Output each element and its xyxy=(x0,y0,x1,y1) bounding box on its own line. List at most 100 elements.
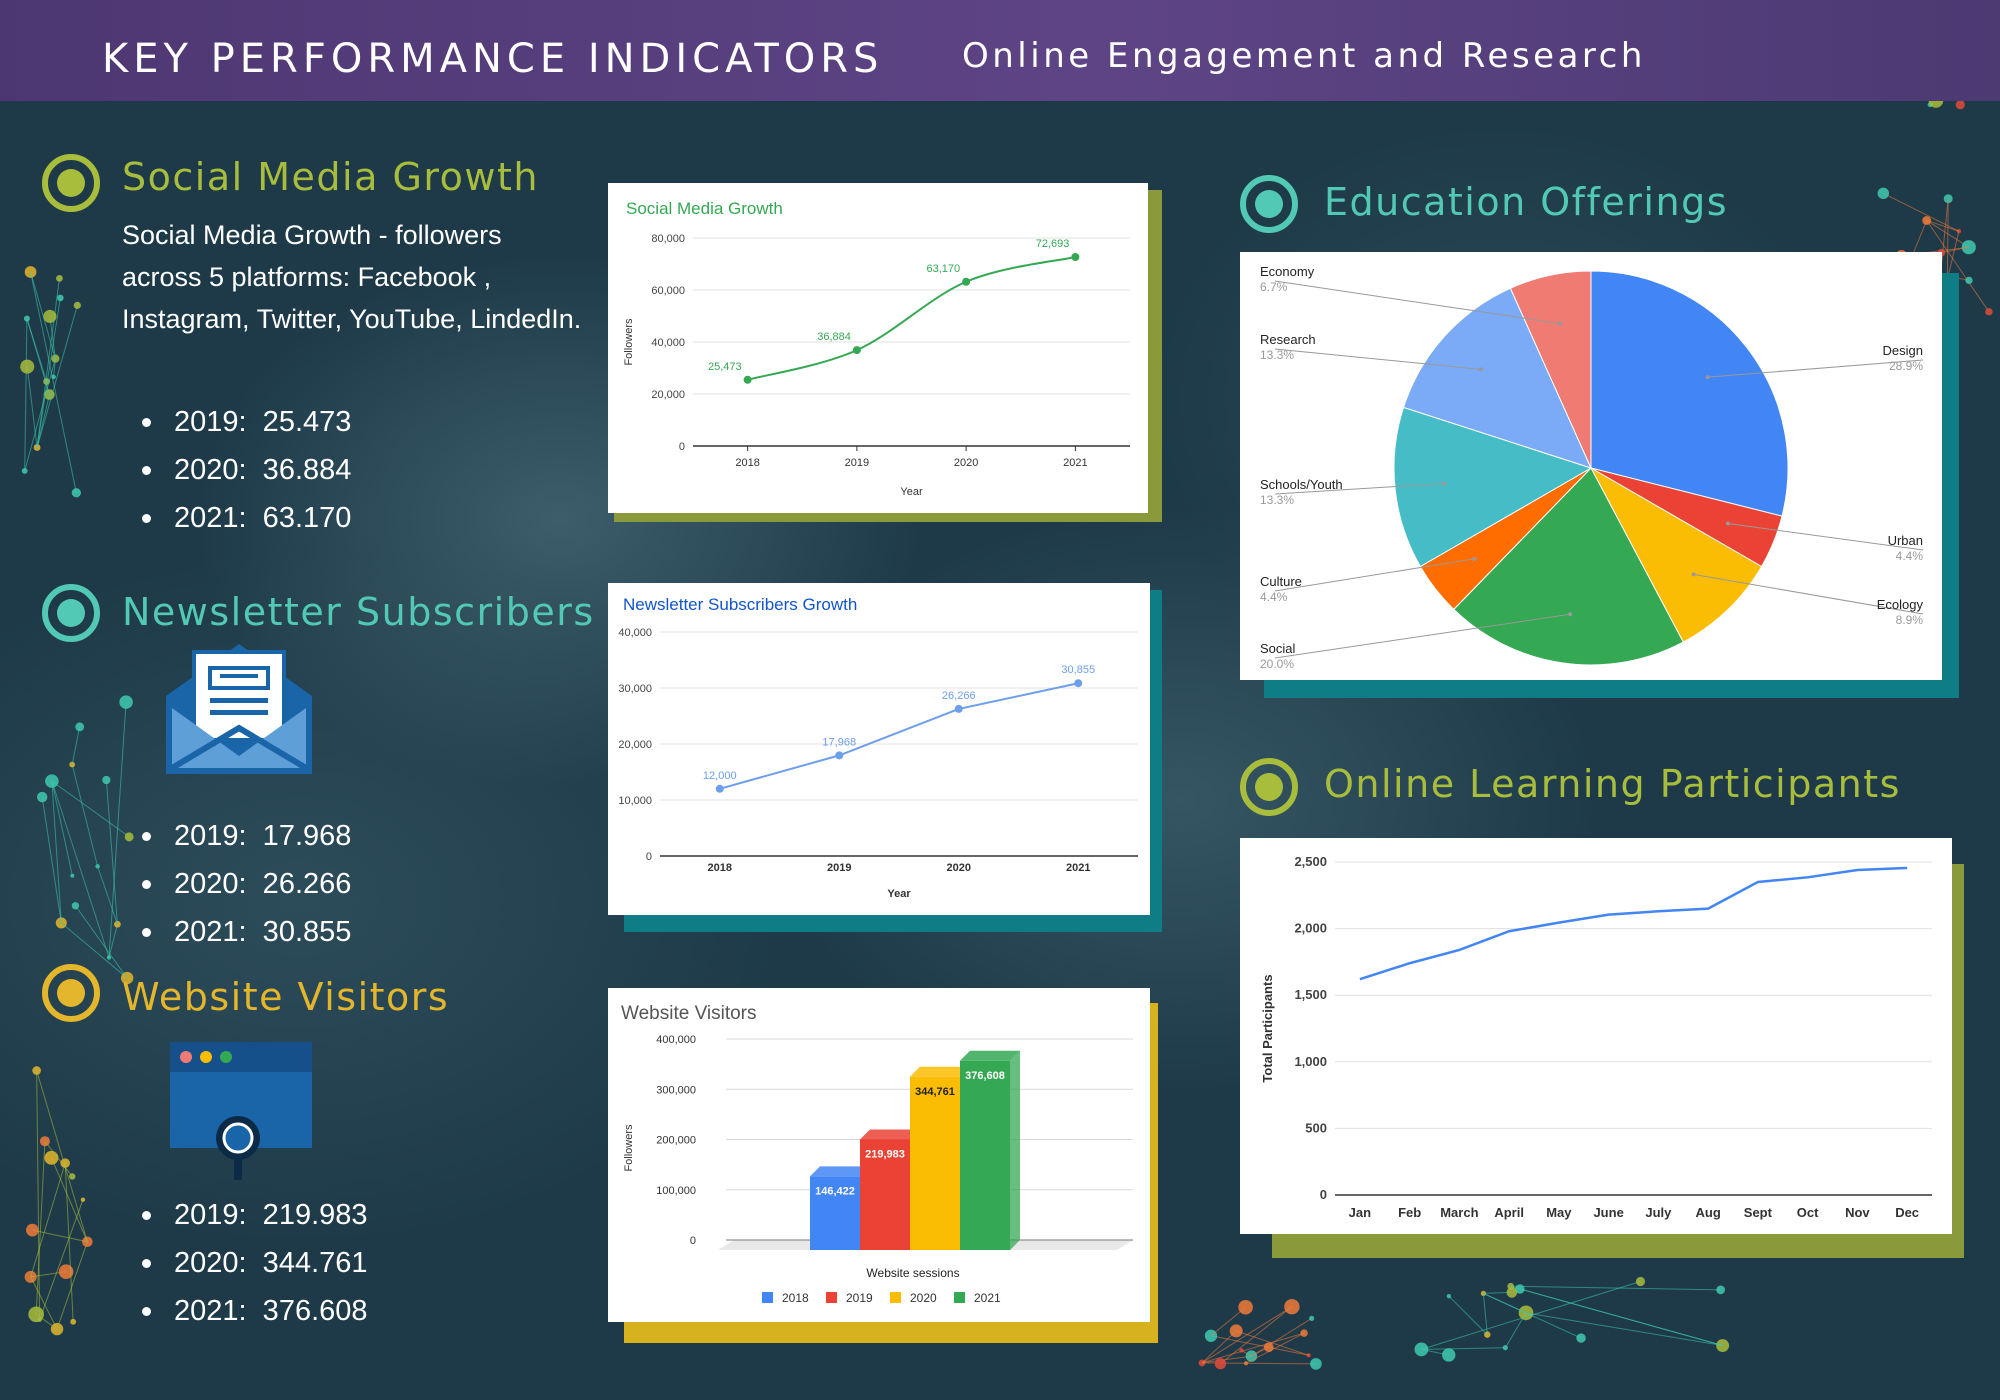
network-link xyxy=(30,271,77,493)
y-tick-label: 10,000 xyxy=(618,795,652,807)
pie-slice xyxy=(1453,467,1684,666)
network-node xyxy=(56,274,63,282)
y-axis-label: Followers xyxy=(623,318,635,366)
network-node xyxy=(1239,1348,1244,1353)
slice-pct-label: 20.0% xyxy=(1260,657,1294,671)
slice-pct-label: 4.4% xyxy=(1260,590,1288,604)
network-node xyxy=(1238,1299,1253,1315)
slice-pct-label: 6.7% xyxy=(1260,280,1288,294)
network-link xyxy=(32,1229,88,1243)
series-line xyxy=(719,682,1079,790)
network-link xyxy=(35,1141,46,1315)
online-chart-panel: 0 500 1,000 1,500 2,000 2,500 Jan Feb March April… xyxy=(1240,838,1952,1234)
network-node xyxy=(44,1150,59,1165)
x-tick-label: May xyxy=(1546,1205,1572,1220)
pie-slice xyxy=(1589,466,1763,643)
network-link xyxy=(1883,192,1960,232)
y-tick-label: 0 xyxy=(646,851,652,863)
network-link xyxy=(1519,1288,1723,1347)
slice-label: Urban xyxy=(1888,533,1923,548)
y-tick-label: 80,000 xyxy=(651,233,685,245)
education-ring-icon xyxy=(1240,175,1298,233)
network-link xyxy=(1483,1292,1582,1339)
bar-value-label: 344,761 xyxy=(915,1086,955,1098)
leader-line xyxy=(1274,613,1571,659)
legend-swatch xyxy=(762,1292,773,1303)
leader-dot xyxy=(1568,612,1573,617)
network-node xyxy=(75,722,85,732)
network-link xyxy=(36,297,61,448)
legend-label: 2019 xyxy=(846,1291,873,1305)
y-tick-label: 40,000 xyxy=(618,627,652,639)
bar-side xyxy=(1010,1050,1020,1250)
data-point xyxy=(835,751,844,760)
network-node xyxy=(1985,308,1993,316)
header-bar: KEY PERFORMANCE INDICATORS Online Engage… xyxy=(0,0,2000,101)
newsletter-chart-panel: Newsletter Subscribers Growth 0 10,000 20,0… xyxy=(608,583,1150,915)
leader-dot xyxy=(1558,321,1563,326)
x-axis-label: Year xyxy=(887,888,911,900)
website-section-title: Website Visitors xyxy=(122,975,450,1019)
x-tick-label: 2018 xyxy=(708,862,732,874)
website-chart-panel: Website Visitors 0 100,000 200,000 300,000 40… xyxy=(608,988,1150,1322)
data-point xyxy=(715,784,724,793)
data-point xyxy=(852,346,861,355)
network-node xyxy=(20,359,35,374)
legend-label: 2021 xyxy=(974,1291,1001,1305)
bar xyxy=(910,1076,960,1250)
network-node xyxy=(43,309,57,323)
newsletter-section-title: Newsletter Subscribers xyxy=(122,590,595,634)
y-tick-label: 200,000 xyxy=(656,1135,696,1147)
y-tick-label: 400,000 xyxy=(656,1034,696,1046)
network-link xyxy=(1236,1330,1309,1356)
x-tick-label: Sept xyxy=(1744,1205,1773,1220)
chart-title: Website Visitors xyxy=(621,1003,757,1024)
network-node xyxy=(119,695,133,709)
leader-line xyxy=(1727,523,1924,551)
network-node xyxy=(73,301,81,309)
data-label: 36,884 xyxy=(817,331,851,343)
leader-line xyxy=(1693,573,1924,615)
y-tick-label: 0 xyxy=(1320,1187,1327,1202)
network-node xyxy=(102,775,111,785)
network-link xyxy=(75,905,128,979)
x-axis-label: Website sessions xyxy=(866,1266,959,1280)
network-link xyxy=(1510,1285,1721,1291)
y-tick-label: 20,000 xyxy=(651,389,685,401)
network-link xyxy=(1926,219,1960,232)
x-tick-label: Feb xyxy=(1398,1205,1421,1220)
network-node xyxy=(1877,187,1890,200)
x-tick-label: 2018 xyxy=(735,457,759,469)
slice-label: Schools/Youth xyxy=(1260,477,1343,492)
slice-label: Design xyxy=(1883,343,1923,358)
network-link xyxy=(30,1276,58,1330)
network-link xyxy=(1210,1335,1309,1356)
data-label: 72,693 xyxy=(1036,238,1070,250)
network-node xyxy=(69,1173,76,1180)
bar-value-label: 146,422 xyxy=(815,1185,855,1197)
online-learning-chart: 0 500 1,000 1,500 2,000 2,500 Jan Feb March April… xyxy=(1260,854,1932,1220)
leader-dot xyxy=(1725,521,1730,526)
x-tick-label: 2020 xyxy=(954,457,978,469)
slice-pct-label: 8.9% xyxy=(1896,613,1924,627)
legend-swatch xyxy=(890,1292,901,1303)
network-node xyxy=(1955,100,1965,110)
y-tick-label: 0 xyxy=(679,441,685,453)
network-node xyxy=(1243,1361,1249,1366)
y-tick-label: 30,000 xyxy=(618,683,652,695)
data-label: 26,266 xyxy=(942,690,976,702)
bar-top xyxy=(810,1166,870,1177)
slice-pct-label: 13.3% xyxy=(1260,348,1294,362)
bar-top xyxy=(860,1129,920,1140)
education-chart-panel: Design 28.9% Urban 4.4% Ecology 8.9% Social 20.… xyxy=(1240,252,1942,680)
x-tick-label: March xyxy=(1440,1205,1478,1220)
network-link xyxy=(1201,1330,1237,1364)
network-link xyxy=(1220,1306,1293,1365)
network-link xyxy=(30,1163,66,1278)
series-line xyxy=(1359,866,1908,981)
network-node xyxy=(1716,1285,1726,1295)
y-tick-label: 300,000 xyxy=(656,1084,696,1096)
legend-swatch xyxy=(826,1292,837,1303)
x-tick-label: 2021 xyxy=(1063,457,1087,469)
x-tick-label: 2019 xyxy=(845,457,869,469)
